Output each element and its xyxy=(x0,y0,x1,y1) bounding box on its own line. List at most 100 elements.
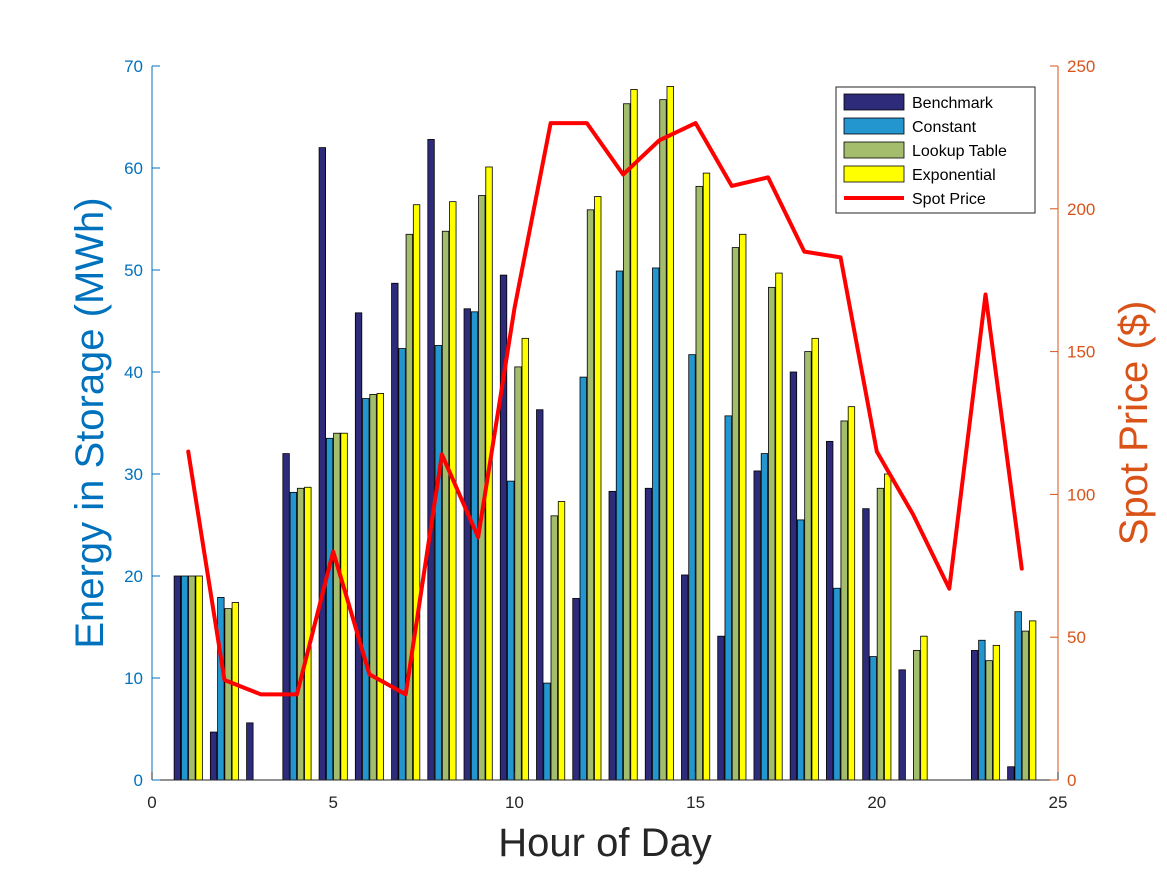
bar-exponential-hour-7 xyxy=(412,204,421,781)
bar-lookup-table-hour-5 xyxy=(333,432,341,781)
bar-benchmark-hour-20 xyxy=(862,508,870,781)
bar-lookup-table-hour-23 xyxy=(985,660,993,781)
left-y-axis-label: Energy in Storage (MWh) xyxy=(68,197,112,648)
left-y-tick-label: 60 xyxy=(124,159,143,178)
bar-lookup-table-hour-6 xyxy=(369,394,377,781)
bar-constant-hour-2 xyxy=(217,597,225,781)
spot-price-line-layer xyxy=(186,121,1024,697)
bar-benchmark-hour-2 xyxy=(209,731,218,781)
bar-constant-hour-11 xyxy=(543,682,551,781)
bar-exponential-hour-11 xyxy=(557,501,566,781)
bar-exponential-hour-12 xyxy=(594,196,602,781)
bar-exponential-hour-17 xyxy=(775,272,783,781)
bar-benchmark-hour-1 xyxy=(173,575,182,781)
bar-lookup-table-hour-13 xyxy=(623,103,631,781)
legend: Benchmark Constant Lookup Table Exponential… xyxy=(835,86,1036,214)
bar-lookup-table-hour-24 xyxy=(1021,630,1030,781)
bar-exponential-hour-24 xyxy=(1028,620,1037,781)
bar-lookup-table-hour-2 xyxy=(224,608,232,781)
bar-constant-hour-10 xyxy=(507,480,515,781)
bar-constant-hour-1 xyxy=(180,575,189,781)
bar-exponential-hour-16 xyxy=(739,233,747,781)
bar-constant-hour-18 xyxy=(797,519,805,781)
bar-benchmark-hour-15 xyxy=(681,574,689,781)
x-tick-label: 15 xyxy=(686,793,705,812)
left-y-tick-label: 10 xyxy=(124,669,143,688)
bar-lookup-table-hour-1 xyxy=(188,575,196,781)
right-y-tick-label: 150 xyxy=(1067,343,1095,362)
bar-constant-hour-12 xyxy=(579,376,587,781)
x-tick-label: 10 xyxy=(505,793,524,812)
x-tick-label: 25 xyxy=(1049,793,1068,812)
left-y-tick-label: 20 xyxy=(124,567,143,586)
bar-constant-hour-16 xyxy=(724,415,732,781)
legend-swatch-constant xyxy=(843,117,905,135)
bar-exponential-hour-1 xyxy=(195,575,203,781)
bar-benchmark-hour-19 xyxy=(826,440,834,781)
bar-benchmark-hour-18 xyxy=(789,371,798,781)
bar-benchmark-hour-9 xyxy=(463,308,471,781)
right-y-tick-label: 100 xyxy=(1067,485,1095,504)
bar-lookup-table-hour-20 xyxy=(876,487,885,781)
bar-constant-hour-7 xyxy=(398,348,406,781)
bar-benchmark-hour-5 xyxy=(318,147,326,781)
bar-benchmark-hour-14 xyxy=(644,487,653,781)
bar-benchmark-hour-3 xyxy=(246,722,254,781)
bar-benchmark-hour-6 xyxy=(354,312,363,781)
right-y-tick-label: 200 xyxy=(1067,200,1095,219)
legend-swatch-lookup-table xyxy=(843,141,905,159)
bar-exponential-hour-15 xyxy=(702,172,711,781)
bar-lookup-table-hour-18 xyxy=(804,351,812,781)
bar-exponential-hour-20 xyxy=(884,473,892,781)
spot-price-line xyxy=(186,121,1024,697)
bar-constant-hour-4 xyxy=(289,491,297,781)
bar-exponential-hour-13 xyxy=(630,89,638,781)
bar-constant-hour-19 xyxy=(833,587,841,781)
bar-constant-hour-15 xyxy=(688,354,696,781)
bar-lookup-table-hour-17 xyxy=(768,286,776,781)
bar-constant-hour-13 xyxy=(615,270,624,781)
bar-exponential-hour-14 xyxy=(666,86,674,781)
legend-label-spot-price: Spot Price xyxy=(912,191,986,208)
legend-label-constant: Constant xyxy=(912,119,977,136)
bar-lookup-table-hour-8 xyxy=(441,230,450,781)
left-y-tick-label: 70 xyxy=(124,57,143,76)
legend-label-lookup-table: Lookup Table xyxy=(912,143,1007,160)
bar-benchmark-hour-16 xyxy=(717,635,725,781)
bar-constant-hour-17 xyxy=(760,453,769,781)
right-y-tick-label: 50 xyxy=(1067,628,1086,647)
legend-label-benchmark: Benchmark xyxy=(912,95,994,112)
bar-lookup-table-hour-21 xyxy=(913,650,921,781)
bar-benchmark-hour-13 xyxy=(608,490,616,781)
bar-constant-hour-5 xyxy=(325,437,334,781)
bar-constant-hour-23 xyxy=(978,639,986,781)
left-y-tick-label: 50 xyxy=(124,261,143,280)
bar-constant-hour-8 xyxy=(434,345,442,781)
bar-exponential-hour-23 xyxy=(992,644,1001,781)
x-axis-label: Hour of Day xyxy=(498,821,711,865)
bar-exponential-hour-6 xyxy=(376,393,384,781)
bar-benchmark-hour-11 xyxy=(536,409,544,781)
bar-lookup-table-hour-10 xyxy=(514,366,522,781)
left-y-tick-label: 40 xyxy=(124,363,143,382)
bar-constant-hour-14 xyxy=(652,267,660,781)
bar-constant-hour-9 xyxy=(470,311,479,781)
bar-constant-hour-20 xyxy=(869,656,877,781)
bar-exponential-hour-19 xyxy=(847,406,856,781)
bar-benchmark-hour-24 xyxy=(1007,766,1015,781)
bar-lookup-table-hour-12 xyxy=(586,209,595,781)
bar-benchmark-hour-21 xyxy=(898,669,906,781)
x-tick-label: 0 xyxy=(147,793,156,812)
legend-swatch-benchmark xyxy=(843,93,905,111)
left-y-tick-label: 30 xyxy=(124,465,143,484)
bars-layer xyxy=(173,86,1037,781)
bar-exponential-hour-10 xyxy=(521,337,529,781)
bar-benchmark-hour-7 xyxy=(391,282,399,781)
bar-exponential-hour-5 xyxy=(340,432,348,781)
right-y-tick-label: 0 xyxy=(1067,771,1076,790)
bar-lookup-table-hour-4 xyxy=(296,487,305,781)
bar-exponential-hour-21 xyxy=(920,635,928,781)
bar-benchmark-hour-23 xyxy=(970,650,979,781)
bar-exponential-hour-8 xyxy=(449,201,457,781)
bar-lookup-table-hour-16 xyxy=(731,247,740,781)
